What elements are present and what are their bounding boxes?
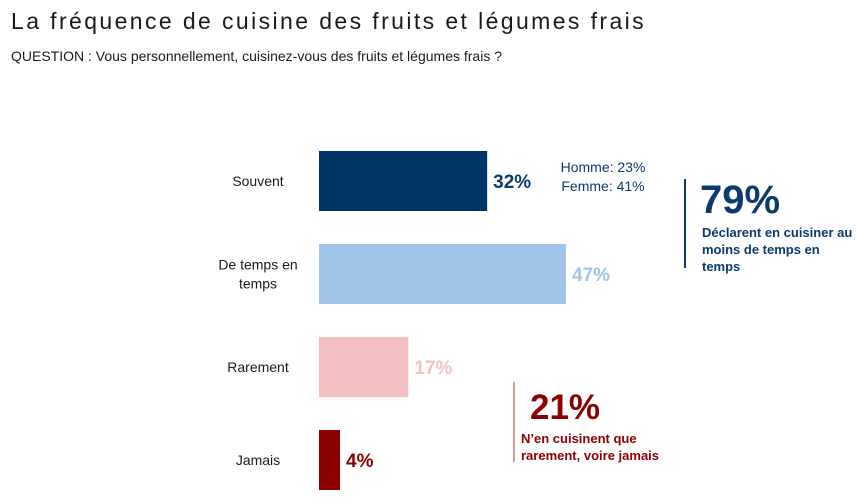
bar-4 xyxy=(319,430,341,490)
often-bracket xyxy=(684,179,686,268)
often-total-text: Déclarent en cuisiner au moins de temps … xyxy=(702,225,853,274)
category-label-1: Souvent xyxy=(232,173,283,189)
question-text: QUESTION : Vous personnellement, cuisine… xyxy=(11,48,502,64)
rare-bracket xyxy=(513,382,515,462)
rare-total-value: 21% xyxy=(530,388,601,427)
value-label-1: 32% xyxy=(493,172,531,193)
category-label-4: Jamais xyxy=(236,452,280,468)
bar-3 xyxy=(319,337,409,397)
often-total-value: 79% xyxy=(700,178,781,222)
gender-femme-label: Femme: 41% xyxy=(561,178,645,194)
value-label-4: 4% xyxy=(346,451,374,472)
bar-2 xyxy=(319,244,566,304)
value-label-3: 17% xyxy=(414,358,452,379)
value-label-2: 47% xyxy=(572,265,610,286)
chart-title: La fréquence de cuisine des fruits et lé… xyxy=(11,8,647,34)
bar-1 xyxy=(319,151,488,211)
gender-homme-label: Homme: 23% xyxy=(560,159,646,175)
rare-total-text: N’en cuisinent que rarement, voire jamai… xyxy=(521,431,660,463)
gender-breakdown: Homme: 23% Femme: 41% xyxy=(548,158,658,196)
category-label-3: Rarement xyxy=(227,359,289,375)
category-label-2: De temps en temps xyxy=(218,257,297,292)
